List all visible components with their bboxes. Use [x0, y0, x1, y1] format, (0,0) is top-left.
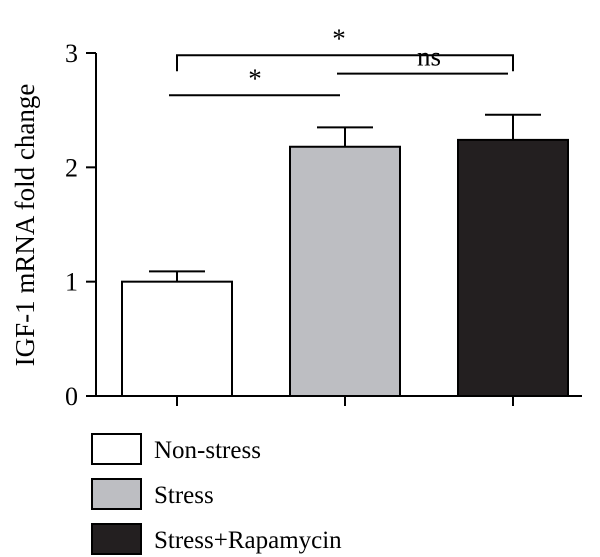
bars [121, 113, 569, 406]
significance-label: * [332, 23, 346, 53]
significance-label: * [248, 63, 262, 93]
bar [457, 138, 569, 397]
legend: Non-stress Stress Stress+Rapamycin [91, 433, 342, 555]
y-ticks: 0 1 2 3 [65, 39, 96, 411]
legend-label: Non-stress [154, 437, 261, 464]
significance-bracket [176, 54, 514, 72]
legend-swatch [91, 433, 142, 465]
y-axis-label: IGF-1 mRNA fold change [10, 84, 40, 367]
legend-label: Stress [154, 482, 214, 509]
legend-label: Stress+Rapamycin [154, 527, 342, 554]
legend-swatch [91, 523, 142, 555]
legend-swatch [91, 478, 142, 510]
bar [121, 280, 233, 397]
significance-label: ns [417, 42, 441, 72]
y-tick-label: 2 [65, 153, 78, 182]
y-tick-label: 3 [65, 39, 78, 68]
y-tick-label: 1 [65, 268, 78, 297]
y-tick-label: 0 [65, 382, 78, 411]
significance-markers: * ns * [169, 23, 514, 97]
bar [289, 145, 401, 397]
